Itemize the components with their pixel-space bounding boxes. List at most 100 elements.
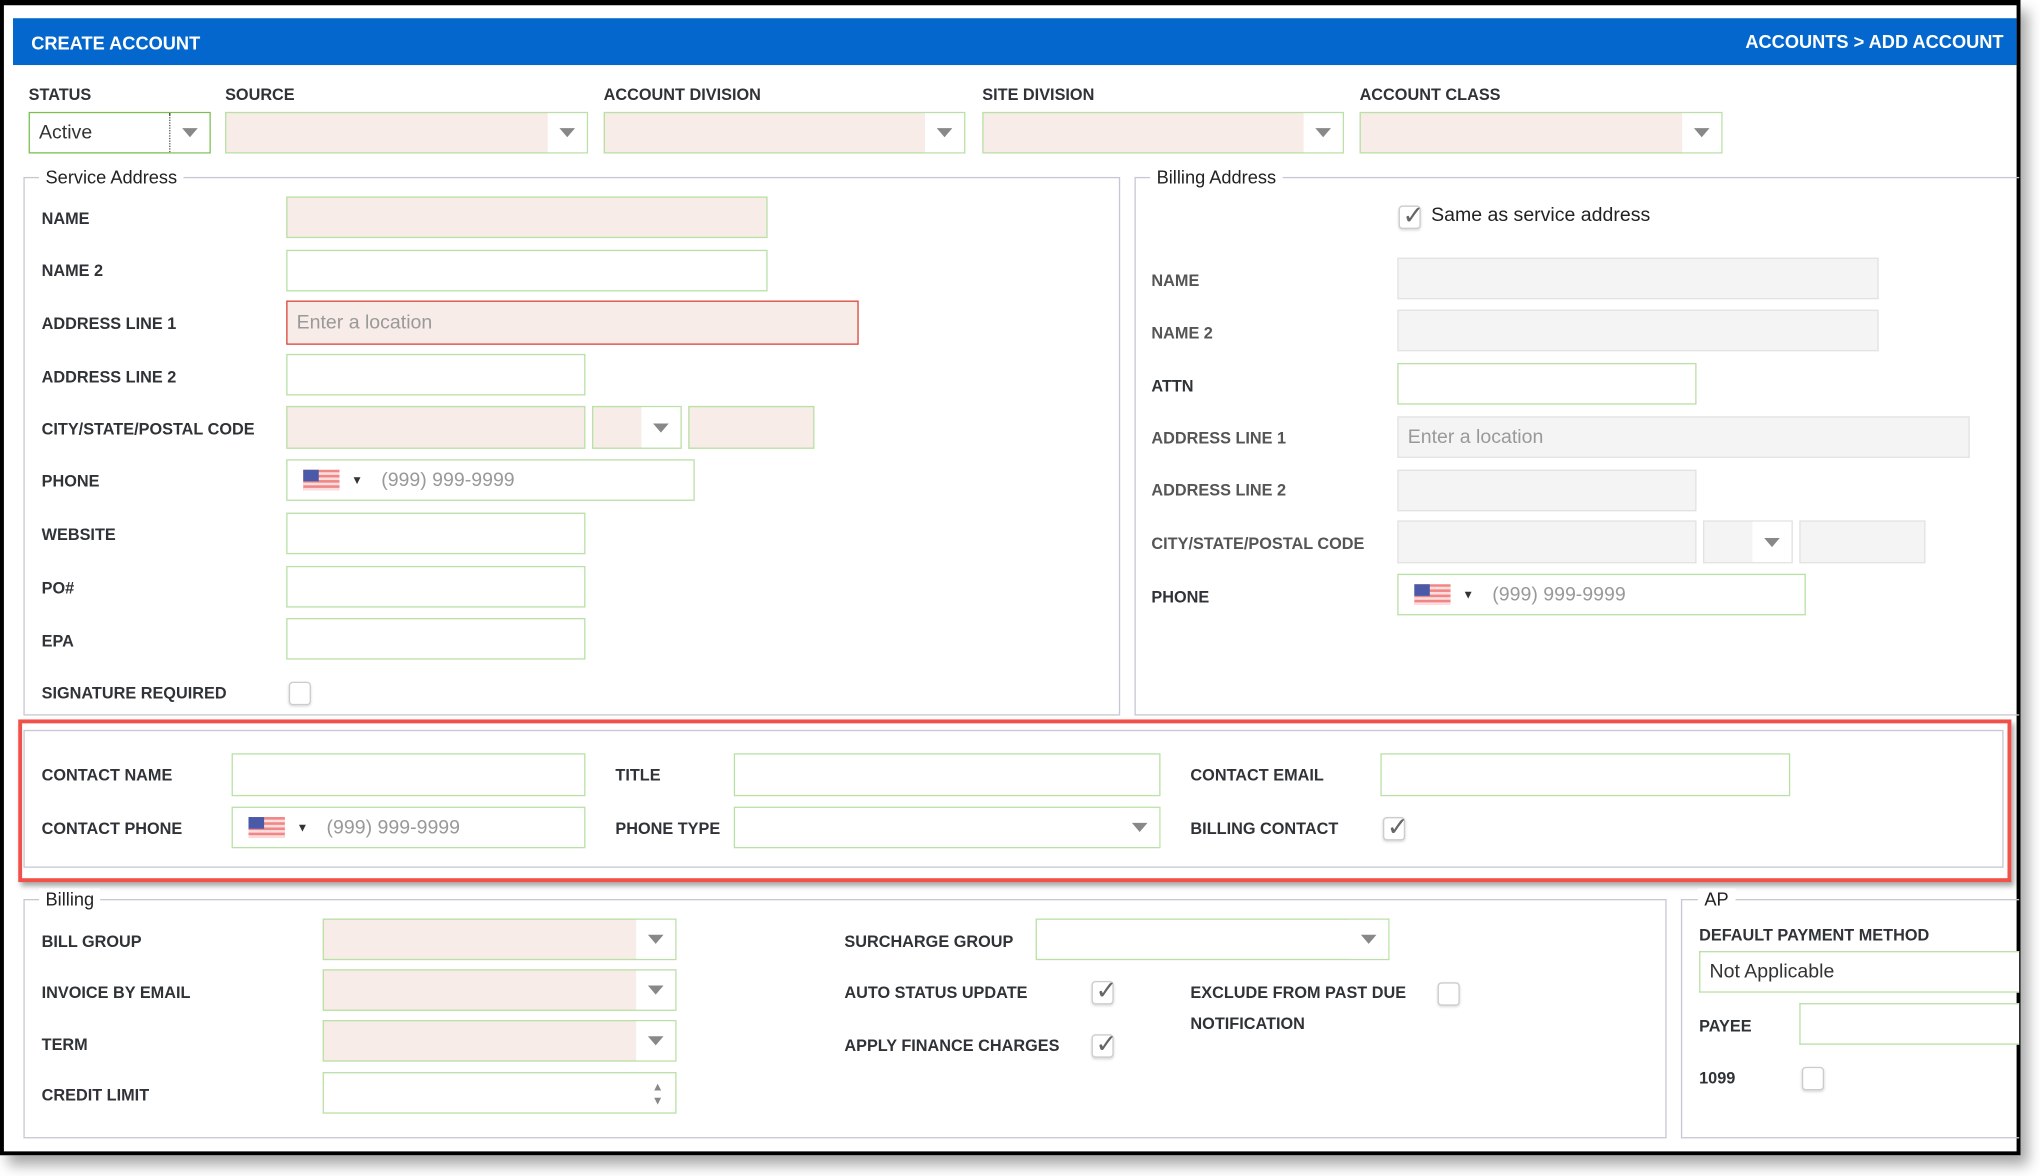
- account-class-label: ACCOUNT CLASS: [1359, 85, 1501, 105]
- term-label: TERM: [41, 1035, 88, 1054]
- address2-input[interactable]: [286, 353, 586, 396]
- same-as-service-checkbox[interactable]: ✓: [1398, 202, 1424, 230]
- account-class-select[interactable]: [1359, 111, 1723, 154]
- po-input[interactable]: [286, 565, 586, 608]
- caret-down-icon[interactable]: ▼: [1462, 588, 1474, 602]
- website-input[interactable]: [286, 512, 586, 555]
- billing-address-fieldset: [1134, 176, 2020, 716]
- auto-status-update-label: AUTO STATUS UPDATE: [844, 983, 1028, 1002]
- us-flag-icon[interactable]: [303, 469, 340, 491]
- form-1099-checkbox[interactable]: [1801, 1066, 1825, 1091]
- source-select[interactable]: [225, 111, 589, 154]
- title-input[interactable]: [733, 753, 1161, 797]
- chevron-down-icon: [1120, 807, 1160, 847]
- city-state-postal-label: CITY/STATE/POSTAL CODE: [41, 420, 255, 439]
- billing-state-select[interactable]: [1703, 520, 1793, 564]
- attn-label: ATTN: [1151, 377, 1194, 396]
- billing-contact-checkbox[interactable]: ✓: [1382, 813, 1409, 842]
- surcharge-group-label: SURCHARGE GROUP: [844, 932, 1014, 952]
- billing-name2-input[interactable]: [1397, 309, 1879, 352]
- chevron-down-icon: [1349, 919, 1389, 959]
- default-payment-method-label: DEFAULT PAYMENT METHOD: [1699, 926, 1930, 945]
- caret-down-icon[interactable]: ▼: [296, 820, 309, 834]
- name2-input[interactable]: [286, 249, 768, 292]
- exclude-past-due-checkbox[interactable]: [1437, 982, 1460, 1006]
- service-address-fieldset: [23, 176, 1121, 716]
- address2-label: ADDRESS LINE 2: [41, 368, 177, 387]
- contact-phone-input[interactable]: ▼ (999) 999-9999: [231, 806, 586, 849]
- chevron-down-icon: [636, 919, 676, 959]
- po-label: PO#: [41, 578, 75, 598]
- billing-contact-label: BILLING CONTACT: [1190, 819, 1339, 838]
- billing-name2-label: NAME 2: [1151, 323, 1213, 343]
- billing-fieldset: [23, 899, 1667, 1139]
- account-division-select[interactable]: [603, 111, 966, 154]
- billing-address2-input[interactable]: [1397, 469, 1697, 512]
- phone-type-label: PHONE TYPE: [615, 819, 721, 838]
- billing-address2-label: ADDRESS LINE 2: [1151, 481, 1287, 500]
- site-division-select[interactable]: [982, 111, 1344, 154]
- chevron-down-icon: [547, 113, 587, 153]
- phone-type-select[interactable]: [733, 806, 1161, 849]
- exclude-past-due-label: EXCLUDE FROM PAST DUE: [1190, 983, 1407, 1002]
- chevron-down-icon: [169, 113, 210, 153]
- chevron-down-icon: [1303, 113, 1343, 153]
- postal-code-input[interactable]: [688, 405, 815, 449]
- invoice-by-email-select[interactable]: [322, 969, 677, 1011]
- name2-label: NAME 2: [41, 261, 104, 280]
- default-payment-method-select[interactable]: Not Applicable: [1699, 951, 2020, 993]
- status-select[interactable]: Active: [28, 111, 211, 154]
- service-address-legend: Service Address: [39, 166, 184, 188]
- name-label: NAME: [41, 209, 90, 228]
- website-label: WEBSITE: [41, 525, 116, 544]
- chevron-down-icon: [1752, 521, 1792, 563]
- contact-email-label: CONTACT EMAIL: [1190, 766, 1324, 785]
- epa-label: EPA: [41, 632, 74, 651]
- billing-postal-code-input[interactable]: [1799, 520, 1926, 564]
- contact-name-label: CONTACT NAME: [41, 766, 173, 785]
- address1-label: ADDRESS LINE 1: [41, 314, 177, 334]
- exclude-past-due-label-line2: NOTIFICATION: [1190, 1014, 1305, 1034]
- account-division-label: ACCOUNT DIVISION: [603, 85, 761, 105]
- name-input[interactable]: [286, 196, 768, 239]
- checkmark-icon: ✓: [1402, 201, 1425, 231]
- billing-name-label: NAME: [1151, 271, 1200, 291]
- apply-finance-charges-label: APPLY FINANCE CHARGES: [844, 1036, 1060, 1056]
- chevron-down-icon: [1682, 113, 1722, 153]
- status-label: STATUS: [28, 85, 92, 105]
- payee-label: PAYEE: [1699, 1017, 1752, 1036]
- signature-required-checkbox[interactable]: [288, 681, 311, 706]
- credit-limit-label: CREDIT LIMIT: [41, 1086, 150, 1105]
- signature-required-label: SIGNATURE REQUIRED: [41, 684, 227, 703]
- apply-finance-charges-checkbox[interactable]: ✓: [1091, 1030, 1117, 1059]
- address1-placeholder: Enter a location: [296, 311, 433, 334]
- billing-phone-input[interactable]: ▼ (999) 999-9999: [1397, 573, 1806, 616]
- contact-phone-placeholder: (999) 999-9999: [326, 816, 461, 839]
- checkmark-icon: ✓: [1095, 1030, 1118, 1060]
- attn-input[interactable]: [1397, 362, 1697, 405]
- billing-city-input[interactable]: [1397, 520, 1697, 564]
- billing-name-input[interactable]: [1397, 257, 1879, 300]
- epa-input[interactable]: [286, 617, 586, 660]
- caret-down-icon[interactable]: ▼: [351, 473, 363, 487]
- payee-input[interactable]: [1799, 1003, 2020, 1045]
- us-flag-icon[interactable]: [1414, 584, 1451, 605]
- contact-name-input[interactable]: [231, 753, 586, 797]
- breadcrumb[interactable]: ACCOUNTS > ADD ACCOUNT: [1745, 31, 2004, 53]
- city-input[interactable]: [286, 405, 586, 449]
- payment-method-value: Not Applicable: [1709, 960, 1835, 983]
- billing-address1-input[interactable]: Enter a location: [1397, 416, 1970, 458]
- source-label: SOURCE: [225, 85, 295, 105]
- surcharge-group-select[interactable]: [1035, 918, 1390, 961]
- credit-limit-input[interactable]: ▲ ▼: [322, 1072, 677, 1114]
- phone-input[interactable]: ▼ (999) 999-9999: [286, 459, 695, 501]
- contact-email-input[interactable]: [1380, 753, 1791, 797]
- auto-status-update-checkbox[interactable]: ✓: [1091, 977, 1117, 1006]
- status-value: Active: [39, 121, 93, 144]
- state-select[interactable]: [591, 405, 682, 449]
- address1-input[interactable]: Enter a location: [286, 300, 859, 345]
- bill-group-select[interactable]: [322, 918, 677, 961]
- spinner-arrows-icon[interactable]: ▲ ▼: [651, 1079, 664, 1108]
- us-flag-icon[interactable]: [248, 817, 285, 838]
- term-select[interactable]: [322, 1019, 677, 1062]
